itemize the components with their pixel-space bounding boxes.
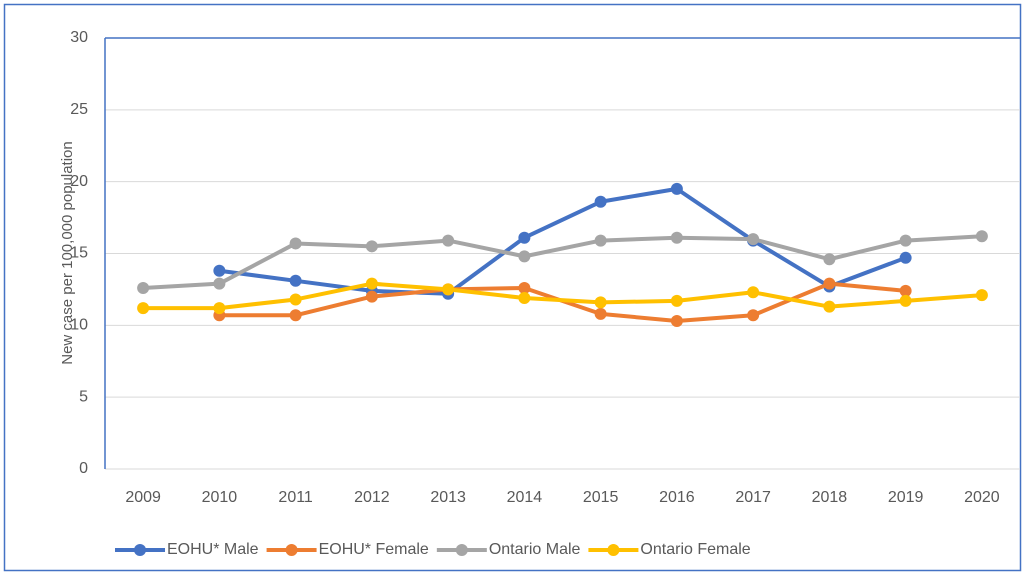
y-tick-label: 20 (70, 173, 88, 190)
legend-label: Ontario Female (640, 541, 750, 558)
series-line (143, 281, 983, 311)
y-axis-label: New case per 100,000 population (59, 141, 76, 365)
data-point (518, 231, 531, 244)
x-tick-label: 2019 (888, 489, 924, 506)
y-tick-label: 5 (79, 388, 88, 405)
data-point (823, 277, 836, 290)
data-point (899, 294, 912, 307)
x-tick-label: 2012 (354, 489, 390, 506)
legend-label: Ontario Male (489, 541, 581, 558)
y-tick-label: 15 (70, 245, 88, 262)
data-point (594, 195, 607, 208)
y-tick-label: 25 (70, 101, 88, 118)
x-tick-label: 2016 (659, 489, 695, 506)
data-point (365, 290, 378, 303)
x-tick-label: 2011 (278, 489, 313, 506)
x-tick-label: 2014 (507, 489, 543, 506)
data-point (823, 253, 836, 266)
data-point (747, 309, 760, 322)
data-point (213, 264, 226, 277)
data-point (594, 307, 607, 320)
y-tick-label: 30 (70, 29, 88, 46)
data-point (289, 293, 302, 306)
x-tick-label: 2017 (735, 489, 771, 506)
data-point (670, 315, 683, 328)
data-point (365, 277, 378, 290)
data-point (899, 284, 912, 297)
data-point (137, 281, 150, 294)
data-point (823, 300, 836, 313)
data-point (442, 234, 455, 247)
y-tick-label: 10 (70, 317, 88, 334)
x-tick-label: 2010 (202, 489, 238, 506)
data-point (747, 233, 760, 246)
y-tick-label: 0 (79, 460, 88, 477)
data-point (213, 302, 226, 315)
data-point (975, 289, 988, 302)
legend-label: EOHU* Female (319, 541, 429, 558)
data-point (975, 230, 988, 243)
legend-swatch-marker (134, 544, 146, 556)
data-point (670, 294, 683, 307)
data-point (289, 309, 302, 322)
legend-swatch-marker (455, 544, 468, 556)
legend-swatch-marker (607, 544, 620, 556)
data-point (213, 277, 226, 290)
x-tick-label: 2015 (583, 489, 619, 506)
data-point (289, 237, 302, 250)
data-point (137, 302, 150, 315)
data-point (899, 251, 912, 264)
data-point (899, 234, 912, 247)
x-tick-label: 2013 (430, 489, 466, 506)
data-point (670, 182, 683, 195)
legend-label: EOHU* Male (167, 541, 259, 558)
data-point (518, 292, 531, 305)
data-point (442, 283, 455, 296)
data-point (594, 234, 607, 247)
x-tick-label: 2009 (125, 489, 161, 506)
data-point (289, 274, 302, 287)
x-tick-label: 2020 (964, 489, 1000, 506)
data-point (365, 240, 378, 253)
data-point (518, 250, 531, 263)
data-point (670, 231, 683, 244)
series-line (219, 186, 907, 296)
series-line (143, 234, 982, 290)
data-point (747, 286, 760, 299)
x-tick-label: 2018 (812, 489, 848, 506)
data-point (518, 281, 531, 294)
legend-swatch-marker (285, 544, 298, 556)
data-point (594, 296, 607, 309)
